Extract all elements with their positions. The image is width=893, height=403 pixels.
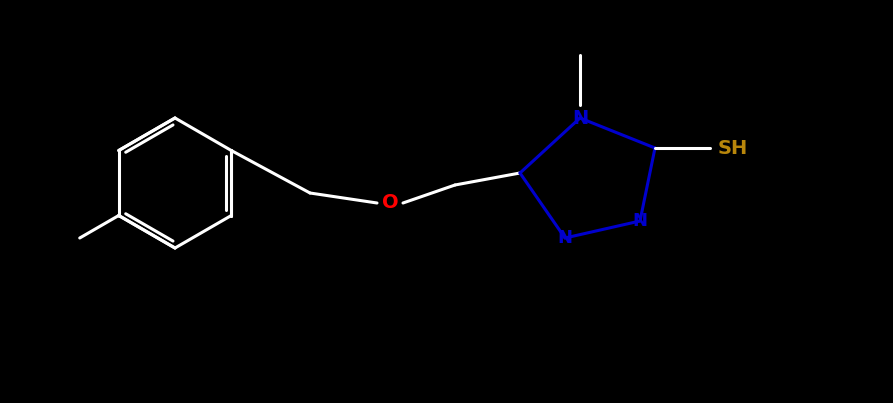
Text: N: N <box>632 212 647 230</box>
Text: N: N <box>572 108 588 127</box>
Text: SH: SH <box>718 139 748 158</box>
Text: O: O <box>381 193 398 212</box>
Text: N: N <box>557 229 572 247</box>
